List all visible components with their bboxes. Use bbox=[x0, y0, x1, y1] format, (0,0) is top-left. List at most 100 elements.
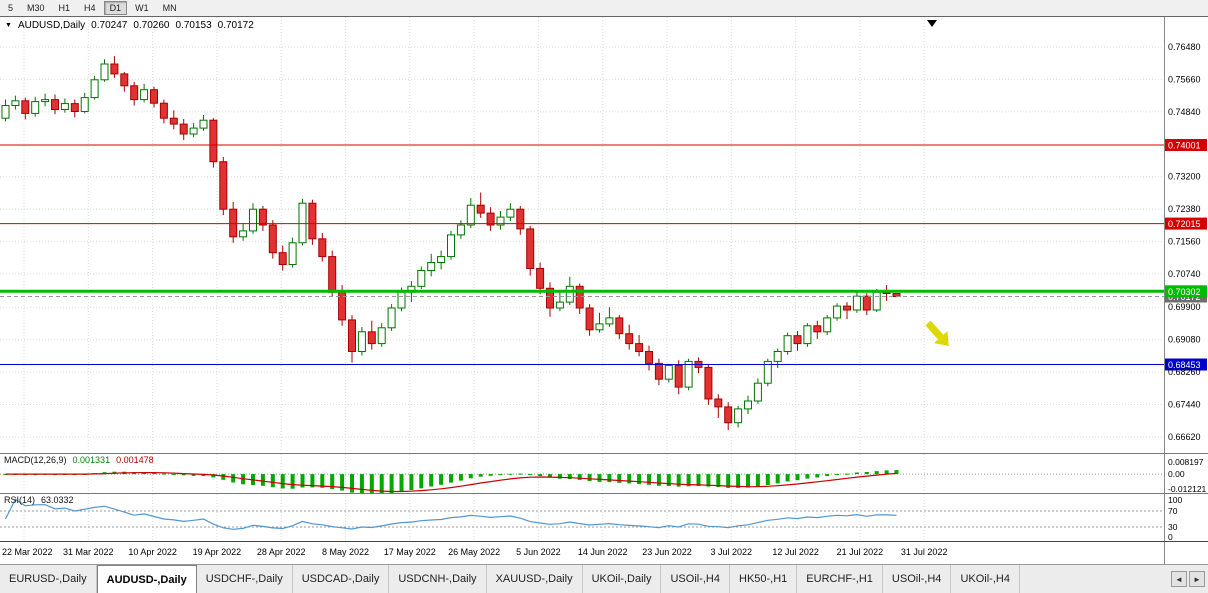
tab-scroll-right-icon[interactable]: ► bbox=[1189, 571, 1205, 587]
timeframe-button-h1[interactable]: H1 bbox=[58, 3, 71, 13]
timeframe-button-m30[interactable]: M30 bbox=[27, 3, 45, 13]
ohlc-low: 0.70153 bbox=[175, 20, 212, 31]
yellow-arrow-annotation[interactable] bbox=[921, 317, 955, 352]
timeframe-button-h4[interactable]: H4 bbox=[84, 3, 96, 13]
macd-histogram bbox=[3, 470, 899, 494]
date-label: 19 Apr 2022 bbox=[192, 547, 242, 557]
candle-body bbox=[80, 97, 89, 112]
candle-body bbox=[100, 63, 109, 81]
price-tick: 0.74840 bbox=[1168, 107, 1201, 117]
candle-body bbox=[189, 127, 198, 135]
candle-body bbox=[852, 295, 861, 311]
candle-body bbox=[635, 343, 644, 353]
price-tick: 0.73200 bbox=[1168, 172, 1201, 182]
candle-body bbox=[229, 208, 238, 238]
date-axis[interactable]: 22 Mar 2022 31 Mar 2022 10 Apr 2022 19 Apr … bbox=[0, 541, 1208, 564]
price-tick: 0.66620 bbox=[1168, 432, 1201, 442]
candle-body bbox=[714, 398, 723, 408]
date-label: 5 Jun 2022 bbox=[516, 547, 561, 557]
candle-body bbox=[51, 99, 59, 110]
chart-shift-marker-icon[interactable] bbox=[927, 20, 937, 27]
candle-body bbox=[268, 224, 277, 254]
candle-body bbox=[536, 268, 545, 289]
candle-body bbox=[278, 252, 287, 265]
candle-body bbox=[427, 262, 436, 271]
tab-scroll-left-icon[interactable]: ◄ bbox=[1171, 571, 1187, 587]
timeframe-button-mn[interactable]: MN bbox=[162, 3, 177, 13]
candle-body bbox=[664, 364, 673, 380]
rsi-title: RSI(14) 63.0332 bbox=[4, 495, 74, 505]
symbol-tab-usdchf-daily[interactable]: USDCHF-,Daily bbox=[197, 565, 293, 593]
candle-body bbox=[298, 202, 307, 244]
candle-body bbox=[724, 406, 733, 424]
rsi-indicator-panel: 100 70 30 0 bbox=[0, 493, 1208, 542]
timeframe-button-w1[interactable]: W1 bbox=[135, 3, 149, 13]
price-tick: 0.67440 bbox=[1168, 400, 1201, 410]
symbol-tab-list: EURUSD-,Daily AUDUSD-,Daily USDCHF-,Daily U… bbox=[0, 565, 1168, 593]
chart-symbol-label: AUDUSD,Daily bbox=[17, 20, 86, 31]
symbol-tab-usoil-h4[interactable]: USOil-,H4 bbox=[661, 565, 730, 593]
timeframe-toolbar: 5 M30 H1 H4 D1 W1 MN bbox=[0, 0, 1208, 17]
candle-body bbox=[169, 117, 178, 125]
symbol-tab-eurchf-h1[interactable]: EURCHF-,H1 bbox=[797, 565, 883, 593]
candle-body bbox=[377, 327, 386, 345]
candle-body bbox=[348, 319, 356, 352]
candle-body bbox=[397, 291, 406, 309]
candlestick-chart[interactable]: 0.70172 0.74001 0.72015 0.70302 0.68453 0.764… bbox=[0, 17, 1208, 453]
candle-body bbox=[11, 100, 20, 107]
price-tick: 0.69900 bbox=[1168, 302, 1201, 312]
date-label: 31 Mar 2022 bbox=[63, 547, 114, 557]
date-label: 17 May 2022 bbox=[383, 547, 436, 557]
candle-body bbox=[684, 360, 693, 388]
candle-body bbox=[862, 295, 871, 311]
price-tick: 0.71560 bbox=[1168, 237, 1201, 247]
rsi-line bbox=[4, 498, 897, 530]
price-tick: 0.69080 bbox=[1168, 335, 1201, 345]
date-label: 23 Jun 2022 bbox=[642, 547, 692, 557]
macd-scale-zero: 0.00 bbox=[1168, 469, 1185, 479]
date-label: 21 Jul 2022 bbox=[836, 547, 884, 557]
ohlc-close: 0.70172 bbox=[217, 20, 254, 31]
symbol-tab-eurusd-daily[interactable]: EURUSD-,Daily bbox=[0, 565, 97, 593]
candle-body bbox=[120, 73, 129, 87]
candle-body bbox=[605, 317, 614, 325]
symbol-tab-ukoil-h4[interactable]: UKOil-,H4 bbox=[951, 565, 1020, 593]
date-label: 31 Jul 2022 bbox=[900, 547, 948, 557]
symbol-tab-xauusd-daily[interactable]: XAUUSD-,Daily bbox=[487, 565, 583, 593]
symbol-tab-usoil-h4[interactable]: USOil-,H4 bbox=[883, 565, 952, 593]
macd-main-value: 0.001331 bbox=[72, 455, 111, 465]
candle-body bbox=[150, 89, 158, 104]
candle-body bbox=[823, 317, 832, 333]
symbol-tab-hk50-h1[interactable]: HK50-,H1 bbox=[730, 565, 798, 593]
candle-body bbox=[674, 364, 683, 388]
macd-chart: 0.008197 0.00 -0.012121 bbox=[0, 454, 1207, 494]
price-badge-label: 0.74001 bbox=[1168, 141, 1201, 151]
candle-body bbox=[60, 103, 69, 110]
macd-scale-top: 0.008197 bbox=[1168, 457, 1204, 467]
symbol-tab-audusd-daily[interactable]: AUDUSD-,Daily bbox=[96, 565, 197, 593]
candle-body bbox=[526, 228, 535, 269]
timeframe-button-d1[interactable]: D1 bbox=[103, 1, 128, 15]
macd-indicator-panel: 0.008197 0.00 -0.012121 bbox=[0, 453, 1208, 494]
candle-body bbox=[546, 287, 554, 309]
main-chart-panel[interactable]: 0.70172 0.74001 0.72015 0.70302 0.68453 0.764… bbox=[0, 17, 1208, 453]
candle-body bbox=[318, 238, 327, 258]
symbol-tab-ukoil-daily[interactable]: UKOil-,Daily bbox=[583, 565, 662, 593]
date-label: 3 Jul 2022 bbox=[710, 547, 753, 557]
candle-body bbox=[367, 331, 376, 345]
candle-body bbox=[258, 208, 267, 226]
price-badge bbox=[1165, 285, 1207, 298]
timeframe-button-5[interactable]: 5 bbox=[8, 3, 14, 13]
symbol-tab-usdcad-daily[interactable]: USDCAD-,Daily bbox=[293, 565, 390, 593]
candle-body bbox=[773, 351, 782, 362]
chart-header: ▼ AUDUSD,Daily 0.70247 0.70260 0.70153 0… bbox=[5, 20, 254, 31]
candle-body bbox=[595, 323, 604, 331]
price-tick: 0.76480 bbox=[1168, 42, 1201, 52]
candle-body bbox=[357, 331, 366, 352]
candle-body bbox=[21, 100, 30, 114]
chart-dropdown-icon[interactable]: ▼ bbox=[5, 22, 12, 29]
candle-body bbox=[575, 285, 584, 309]
date-label: 8 May 2022 bbox=[321, 547, 370, 557]
candle-body bbox=[437, 256, 446, 264]
symbol-tab-usdcnh-daily[interactable]: USDCNH-,Daily bbox=[389, 565, 487, 593]
